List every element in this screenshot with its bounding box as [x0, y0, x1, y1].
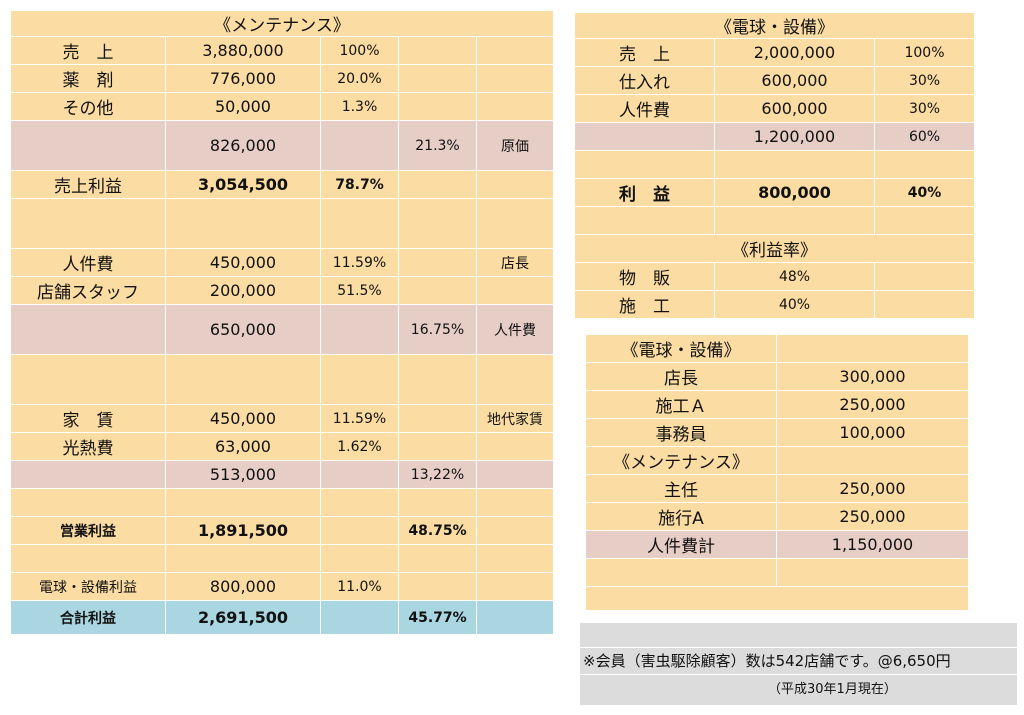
table-row: 薬 剤 776,000 20.0%: [10, 64, 555, 93]
maintenance-table: 《メンテナンス》 売 上 3,880,000 100% 薬 剤 776,000 …: [9, 10, 555, 635]
table-row: 人件費計 1,150,000: [585, 530, 969, 559]
table-row: 合計利益 2,691,500 45.77%: [10, 600, 555, 635]
as-of-date: （平成30年1月現在）: [768, 682, 897, 697]
table-row: 利 益 800,000 40%: [574, 178, 975, 207]
table-row: 家 賃 450,000 11.59% 地代家賃: [10, 404, 555, 433]
table-row: 売 上 2,000,000 100%: [574, 38, 975, 67]
table-row: 店長 300,000: [585, 362, 969, 391]
table-row: 人件費 600,000 30%: [574, 94, 975, 123]
table-row: 店舗スタッフ 200,000 51.5%: [10, 276, 555, 305]
table-row: 売上利益 3,054,500 78.7%: [10, 170, 555, 199]
maintenance-title: 《メンテナンス》: [9, 10, 555, 37]
table-row: 施 工 40%: [574, 290, 975, 319]
table-row: 物 販 48%: [574, 262, 975, 291]
bulbs-table: 《電球・設備》 売 上 2,000,000 100% 仕入れ 600,000 3…: [574, 12, 975, 319]
table-row: 光熱費 63,000 1.62%: [10, 432, 555, 461]
bulbs-title: 《電球・設備》: [574, 12, 975, 39]
staff-maintenance-title: 《メンテナンス》: [585, 446, 777, 475]
table-row: 営業利益 1,891,500 48.75%: [10, 516, 555, 545]
member-count-note: ※会員（害虫駆除顧客）数は542店舗です。@6,650円: [583, 652, 951, 670]
table-row: 施行A 250,000: [585, 502, 969, 531]
table-row: 電球・設備利益 800,000 11.0%: [10, 572, 555, 601]
staff-cost-table: 《電球・設備》 店長 300,000 施工Ａ 250,000 事務員 100,0…: [585, 334, 969, 611]
table-row: 事務員 100,000: [585, 418, 969, 447]
table-row: その他 50,000 1.3%: [10, 92, 555, 121]
staff-bulbs-title: 《電球・設備》: [585, 334, 777, 363]
member-note: ※会員（害虫駆除顧客）数は542店舗です。@6,650円 （平成30年1月現在）: [580, 623, 1017, 705]
table-row: 売 上 3,880,000 100%: [10, 36, 555, 65]
table-row: 826,000 21.3% 原価: [10, 120, 555, 171]
table-row: 650,000 16.75% 人件費: [10, 304, 555, 355]
table-row: 主任 250,000: [585, 474, 969, 503]
table-row: 513,000 13,22%: [10, 460, 555, 489]
table-row: 1,200,000 60%: [574, 122, 975, 151]
table-row: 仕入れ 600,000 30%: [574, 66, 975, 95]
table-row: 人件費 450,000 11.59% 店長: [10, 248, 555, 277]
margin-title: 《利益率》: [574, 234, 975, 263]
table-row: 施工Ａ 250,000: [585, 390, 969, 419]
